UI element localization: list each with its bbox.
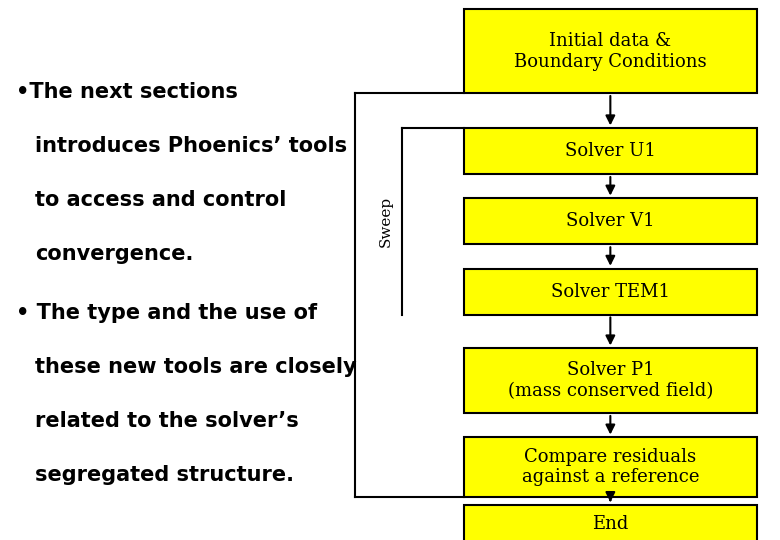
Text: these new tools are closely: these new tools are closely — [35, 357, 356, 377]
FancyBboxPatch shape — [464, 9, 757, 93]
FancyBboxPatch shape — [464, 437, 757, 497]
Text: Solver TEM1: Solver TEM1 — [551, 282, 670, 301]
FancyBboxPatch shape — [464, 128, 757, 174]
Text: Solver U1: Solver U1 — [565, 142, 656, 160]
FancyBboxPatch shape — [464, 505, 757, 540]
Text: convergence.: convergence. — [35, 244, 193, 264]
Text: Initial data &
Boundary Conditions: Initial data & Boundary Conditions — [514, 32, 707, 71]
Text: • The type and the use of: • The type and the use of — [16, 303, 317, 323]
Text: Compare residuals
against a reference: Compare residuals against a reference — [522, 448, 699, 487]
Text: segregated structure.: segregated structure. — [35, 465, 294, 485]
Text: •The next sections: •The next sections — [16, 82, 237, 102]
Text: End: End — [592, 515, 629, 533]
Text: Solver V1: Solver V1 — [566, 212, 654, 231]
FancyBboxPatch shape — [464, 199, 757, 244]
FancyBboxPatch shape — [464, 348, 757, 413]
Text: to access and control: to access and control — [35, 190, 286, 210]
Text: introduces Phoenics’ tools: introduces Phoenics’ tools — [35, 136, 347, 156]
Text: Solver P1
(mass conserved field): Solver P1 (mass conserved field) — [508, 361, 713, 400]
Text: related to the solver’s: related to the solver’s — [35, 411, 299, 431]
FancyBboxPatch shape — [464, 268, 757, 314]
Text: Sweep: Sweep — [379, 196, 393, 247]
